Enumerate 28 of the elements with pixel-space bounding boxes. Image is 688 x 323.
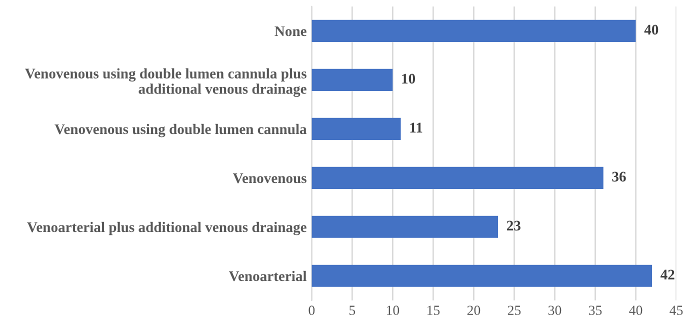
x-tick-label: 0 bbox=[308, 306, 315, 316]
bar bbox=[312, 118, 401, 140]
y-tick-label: Venovenous using double lumen cannula plus additional venous drainage bbox=[25, 68, 306, 97]
bar bbox=[312, 68, 393, 91]
y-tick-label: Venoarterial bbox=[228, 270, 307, 282]
bar bbox=[312, 166, 604, 189]
x-tick-label: 45 bbox=[670, 306, 683, 316]
y-tick-label: Venoarterial plus additional venous drainage bbox=[27, 222, 306, 236]
x-tick-label: 25 bbox=[508, 306, 521, 316]
data-label: 10 bbox=[402, 74, 416, 84]
bar bbox=[312, 20, 636, 42]
x-tick-label: 35 bbox=[588, 306, 602, 316]
data-label: 36 bbox=[612, 172, 626, 182]
y-tick-label: None bbox=[274, 26, 306, 36]
y-tick-label: Venovenous bbox=[232, 173, 306, 184]
bar bbox=[312, 264, 652, 287]
x-tick-label: 10 bbox=[386, 306, 400, 316]
data-label: 11 bbox=[410, 122, 422, 132]
data-label: 42 bbox=[660, 270, 674, 280]
x-tick-label: 5 bbox=[350, 306, 356, 316]
data-label: 23 bbox=[506, 220, 520, 231]
x-tick-label: 15 bbox=[427, 306, 440, 316]
data-label: 40 bbox=[644, 24, 658, 35]
x-tick-label: 20 bbox=[467, 306, 480, 316]
bar bbox=[312, 216, 498, 238]
x-tick-label: 30 bbox=[548, 306, 562, 316]
x-tick-label: 40 bbox=[629, 306, 642, 316]
y-tick-label: Venovenous using double lumen cannula bbox=[54, 124, 307, 138]
